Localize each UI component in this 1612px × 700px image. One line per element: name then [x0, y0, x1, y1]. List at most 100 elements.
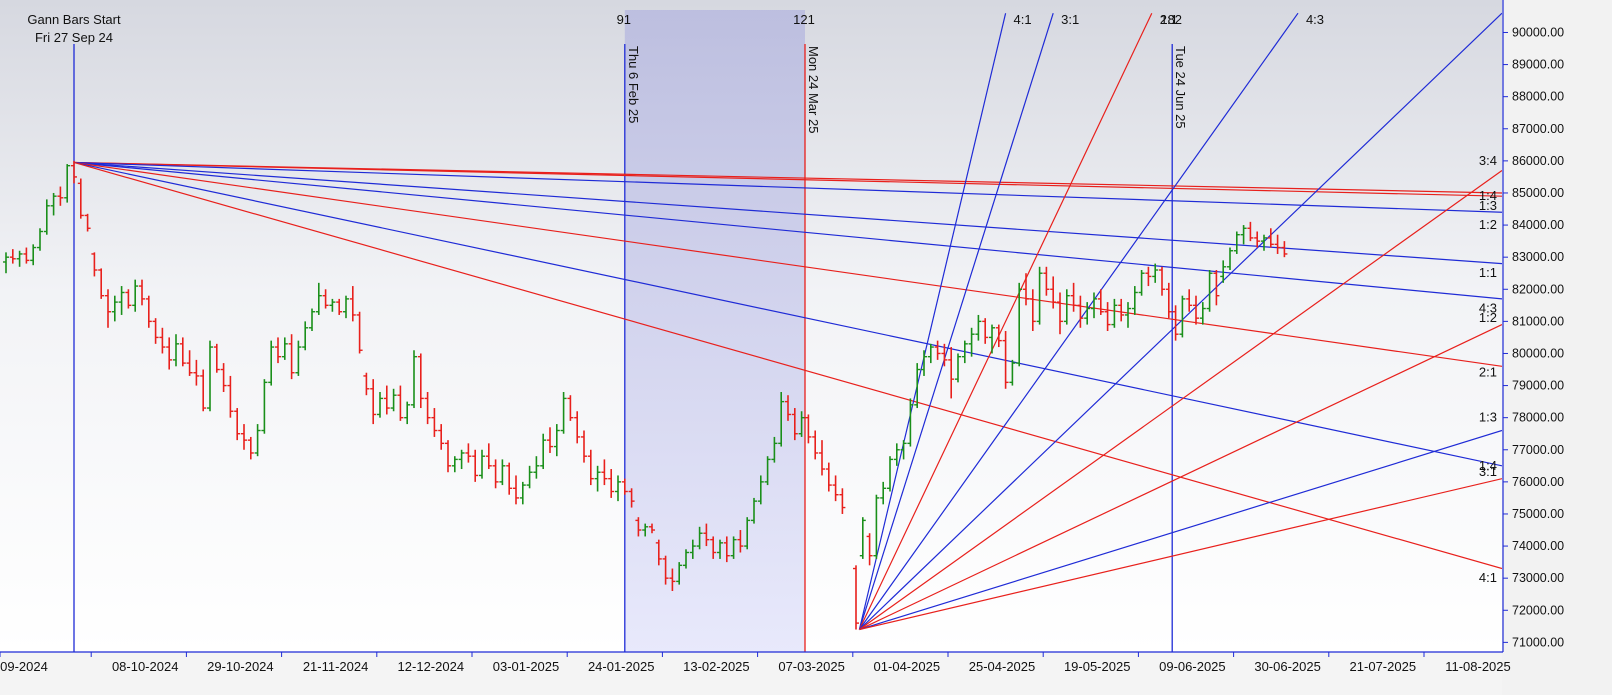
ohlc-bar[interactable] [1261, 234, 1267, 251]
ohlc-bar[interactable] [302, 321, 309, 351]
ohlc-bar[interactable] [268, 340, 275, 386]
ohlc-bar[interactable] [50, 192, 57, 216]
ohlc-bar[interactable] [669, 568, 676, 592]
ohlc-bar[interactable] [989, 324, 995, 354]
ohlc-bar[interactable] [377, 391, 383, 418]
ohlc-bar[interactable] [241, 424, 247, 450]
ohlc-bar[interactable] [574, 411, 581, 444]
ohlc-bar[interactable] [1186, 289, 1193, 312]
gann-fan-up-ray[interactable] [858, 12, 1153, 630]
ohlc-bar[interactable] [819, 440, 825, 476]
ohlc-bar[interactable] [383, 385, 390, 415]
ohlc-bar[interactable] [1227, 247, 1233, 271]
ohlc-bar[interactable] [1131, 286, 1138, 315]
ohlc-bar[interactable] [193, 359, 200, 386]
ohlc-bar[interactable] [825, 462, 832, 492]
ohlc-bar[interactable] [887, 456, 893, 492]
ohlc-bar[interactable] [1050, 276, 1057, 309]
ohlc-bar[interactable] [91, 252, 98, 277]
ohlc-bar[interactable] [71, 160, 77, 184]
ohlc-bar[interactable] [968, 327, 975, 357]
ohlc-bar[interactable] [805, 414, 812, 444]
ohlc-bar[interactable] [513, 475, 519, 505]
gann-fan-down-ray[interactable] [73, 161, 1502, 467]
ohlc-bar[interactable] [111, 295, 118, 322]
ohlc-bar[interactable] [907, 398, 914, 447]
ohlc-bar[interactable] [526, 465, 533, 489]
ohlc-bar[interactable] [621, 478, 628, 495]
ohlc-bar[interactable] [445, 440, 451, 473]
ohlc-bar[interactable] [295, 340, 302, 376]
ohlc-bar[interactable] [982, 318, 989, 344]
ohlc-bar[interactable] [567, 395, 574, 421]
ohlc-bar[interactable] [152, 318, 159, 344]
ohlc-bar[interactable] [757, 475, 764, 505]
ohlc-bar[interactable] [1199, 302, 1206, 325]
ohlc-bar[interactable] [30, 244, 37, 266]
ohlc-bar[interactable] [43, 199, 50, 235]
ohlc-bar[interactable] [812, 430, 819, 460]
ohlc-bar[interactable] [581, 430, 587, 463]
ohlc-bar[interactable] [880, 481, 887, 505]
gann-fan-down-ray[interactable] [73, 161, 1502, 570]
ohlc-bar[interactable] [1070, 282, 1077, 312]
ohlc-bar[interactable] [424, 391, 431, 425]
ohlc-bar[interactable] [587, 449, 594, 486]
ohlc-bar[interactable] [370, 379, 377, 425]
ohlc-bar[interactable] [594, 465, 601, 492]
ohlc-bar[interactable] [492, 459, 499, 489]
ohlc-bar[interactable] [914, 363, 921, 409]
ohlc-bar[interactable] [1179, 295, 1186, 338]
ohlc-bar[interactable] [84, 213, 91, 232]
gann-fan-up-ray[interactable] [858, 13, 1007, 630]
ohlc-bar[interactable] [57, 186, 64, 206]
ohlc-bar[interactable] [458, 449, 465, 470]
ohlc-bar[interactable] [744, 517, 751, 550]
ohlc-bar[interactable] [438, 424, 445, 450]
ohlc-bar[interactable] [1254, 231, 1261, 248]
ohlc-bar[interactable] [785, 395, 791, 421]
ohlc-bar[interactable] [506, 462, 513, 495]
ohlc-bar[interactable] [411, 350, 417, 409]
ohlc-bar[interactable] [281, 337, 288, 360]
ohlc-bar[interactable] [166, 337, 173, 370]
ohlc-bar[interactable] [628, 488, 635, 508]
ohlc-bar[interactable] [1152, 263, 1159, 283]
ohlc-bar[interactable] [322, 289, 329, 309]
ohlc-bar[interactable] [37, 228, 43, 251]
ohlc-bar[interactable] [703, 523, 710, 547]
ohlc-bar[interactable] [186, 350, 193, 376]
gann-fan-up-ray[interactable] [858, 13, 1054, 630]
ohlc-bar[interactable] [173, 334, 179, 367]
ohlc-bar[interactable] [98, 268, 105, 299]
ohlc-bar[interactable] [1206, 270, 1213, 312]
ohlc-bar[interactable] [139, 279, 145, 306]
ohlc-bar[interactable] [431, 408, 438, 437]
ohlc-bar[interactable] [343, 295, 349, 319]
ohlc-bar[interactable] [1267, 228, 1274, 248]
gann-fan-up-ray[interactable] [858, 12, 1502, 630]
ohlc-bar[interactable] [3, 252, 9, 274]
ohlc-bar[interactable] [873, 494, 880, 559]
ohlc-bar[interactable] [723, 536, 730, 563]
gann-fan-up-ray[interactable] [859, 170, 1502, 631]
ohlc-bar[interactable] [1016, 282, 1023, 367]
ohlc-bar[interactable] [179, 337, 186, 367]
ohlc-bar[interactable] [941, 343, 948, 367]
ohlc-bar[interactable] [105, 289, 111, 328]
ohlc-bar[interactable] [417, 353, 424, 409]
ohlc-bar[interactable] [363, 372, 370, 396]
ohlc-bar[interactable] [778, 391, 785, 447]
ohlc-bar[interactable] [309, 308, 315, 331]
ohlc-bar[interactable] [955, 353, 961, 383]
ohlc-bar[interactable] [349, 286, 356, 322]
ohlc-bar[interactable] [696, 526, 703, 550]
gann-fan-down-ray[interactable] [73, 161, 1502, 213]
ohlc-bar[interactable] [356, 311, 363, 354]
ohlc-bar[interactable] [397, 385, 404, 421]
ohlc-bar[interactable] [465, 443, 472, 463]
gann-fan-down-ray[interactable] [73, 161, 1502, 197]
gann-fan-down-ray[interactable] [73, 161, 1502, 367]
